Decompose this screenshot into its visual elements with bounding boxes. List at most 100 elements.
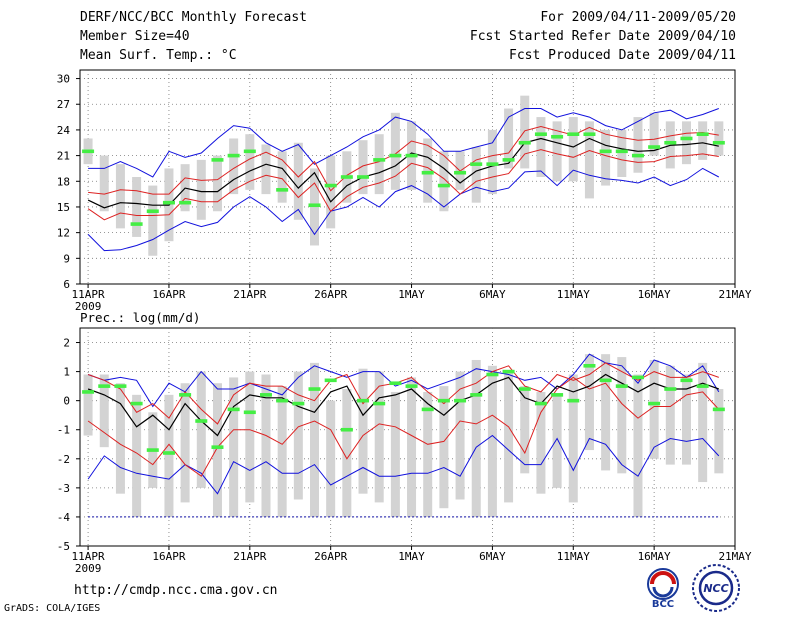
forecast-period: For 2009/04/11-2009/05/20	[540, 10, 736, 25]
ensemble-bar	[520, 386, 530, 474]
observed-marker	[631, 153, 644, 158]
observed-marker	[631, 375, 644, 380]
ensemble-bar	[584, 121, 594, 199]
observed-marker	[243, 149, 256, 154]
ensemble-bar	[390, 391, 400, 517]
fcst-started-date: Fcst Started Refer Date 2009/04/10	[469, 29, 736, 44]
ensemble-bar	[471, 359, 481, 517]
ensemble-bar	[164, 394, 174, 517]
ensemble-bar	[504, 108, 514, 169]
ensemble-bar	[99, 374, 109, 448]
series-max	[87, 353, 720, 408]
observed-marker	[454, 170, 467, 175]
observed-marker	[114, 384, 127, 388]
observed-marker	[518, 387, 531, 391]
ensemble-bar	[261, 374, 271, 517]
ensemble-bar	[698, 121, 708, 160]
observed-marker	[179, 200, 192, 205]
x-tick-label: 26APR	[314, 288, 347, 301]
ensemble-bar	[471, 147, 481, 203]
ensemble-bar	[261, 144, 271, 195]
ensemble-bar	[115, 164, 125, 229]
series-spread_upper	[88, 125, 719, 195]
y-tick-label: 15	[57, 201, 70, 214]
observed-marker	[405, 384, 418, 388]
observed-marker	[712, 140, 725, 145]
observed-marker	[227, 153, 240, 158]
observed-marker	[195, 419, 208, 423]
x-tick-label: 26APR	[314, 550, 347, 563]
y-tick-label: -5	[57, 540, 70, 553]
observed-marker	[211, 445, 224, 449]
observed-marker	[486, 372, 499, 377]
ensemble-bar	[649, 112, 659, 156]
year-label: 2009	[75, 562, 102, 575]
ensemble-bar	[504, 371, 514, 503]
year-label: 2009	[75, 300, 102, 313]
x-tick-label: 11APR	[72, 550, 105, 563]
observed-marker	[437, 398, 450, 403]
observed-marker	[502, 158, 515, 162]
observed-marker	[664, 140, 677, 145]
plot-frame	[79, 69, 736, 285]
observed-marker	[551, 393, 564, 397]
y-tick-label: 2	[63, 337, 70, 350]
ensemble-bar	[326, 400, 336, 517]
y-tick-label: 1	[63, 366, 70, 379]
observed-marker	[437, 183, 450, 188]
observed-marker	[98, 384, 111, 388]
ensemble-bar	[665, 365, 675, 465]
observed-marker	[162, 451, 175, 455]
x-tick-label: 6MAY	[479, 550, 506, 563]
fcst-produced-date: Fcst Produced Date 2009/04/11	[509, 48, 736, 63]
ensemble-bar	[633, 117, 643, 173]
series-spread_lower	[87, 376, 720, 477]
ensemble-bar	[277, 151, 287, 203]
ensemble-bar	[212, 155, 222, 212]
series-mean	[87, 137, 719, 209]
y-tick-label: -1	[57, 424, 70, 437]
source-url[interactable]: http://cmdp.ncc.cma.gov.cn	[74, 583, 278, 598]
ensemble-bar	[148, 185, 158, 256]
ensemble-bar	[132, 394, 142, 517]
ensemble-bar	[245, 371, 255, 503]
temperature-panel: 6 9 12 15 18 21 24 27 30 11APR 16APR 21APR 26APR 1MAY…	[57, 69, 752, 313]
y-tick-label: 21	[57, 150, 70, 163]
observed-marker	[243, 410, 256, 415]
ensemble-bar	[601, 129, 611, 186]
ensemble-bar	[83, 374, 93, 436]
ensemble-bar	[617, 129, 627, 177]
ensemble-bar	[374, 134, 384, 195]
ensemble-bar	[552, 121, 562, 182]
observed-marker	[567, 132, 580, 136]
x-tick-label: 11MAY	[557, 550, 590, 563]
observed-marker	[324, 378, 337, 383]
observed-marker	[712, 407, 725, 412]
y-tick-label: 12	[57, 227, 70, 240]
observed-marker	[599, 149, 612, 154]
x-tick-label: 16MAY	[638, 550, 671, 563]
ensemble-bar	[552, 394, 562, 488]
ensemble-bar	[439, 386, 449, 509]
y-tick-label: 24	[57, 124, 71, 137]
observed-marker	[259, 393, 272, 397]
ensemble-bar	[229, 377, 239, 517]
bcc-logo-text: BCC	[652, 599, 674, 610]
observed-marker	[276, 188, 289, 192]
observed-marker	[162, 200, 175, 205]
ensemble-bar	[423, 391, 433, 517]
ensemble-bar	[115, 383, 125, 494]
ensemble-bar	[310, 362, 320, 517]
ncc-logo-text: NCC	[703, 582, 728, 595]
observed-marker	[648, 401, 661, 406]
y-tick-label: -4	[57, 511, 71, 524]
observed-marker	[680, 136, 693, 141]
y-tick-label: -2	[57, 453, 70, 466]
bcc-logo-icon: BCC	[647, 568, 679, 610]
series-min	[87, 167, 720, 252]
ensemble-bar	[180, 383, 190, 503]
grads-credit: GrADS: COLA/IGES	[4, 603, 101, 614]
observed-marker	[357, 398, 370, 403]
ensemble-bar	[358, 368, 368, 494]
observed-marker	[583, 132, 596, 136]
